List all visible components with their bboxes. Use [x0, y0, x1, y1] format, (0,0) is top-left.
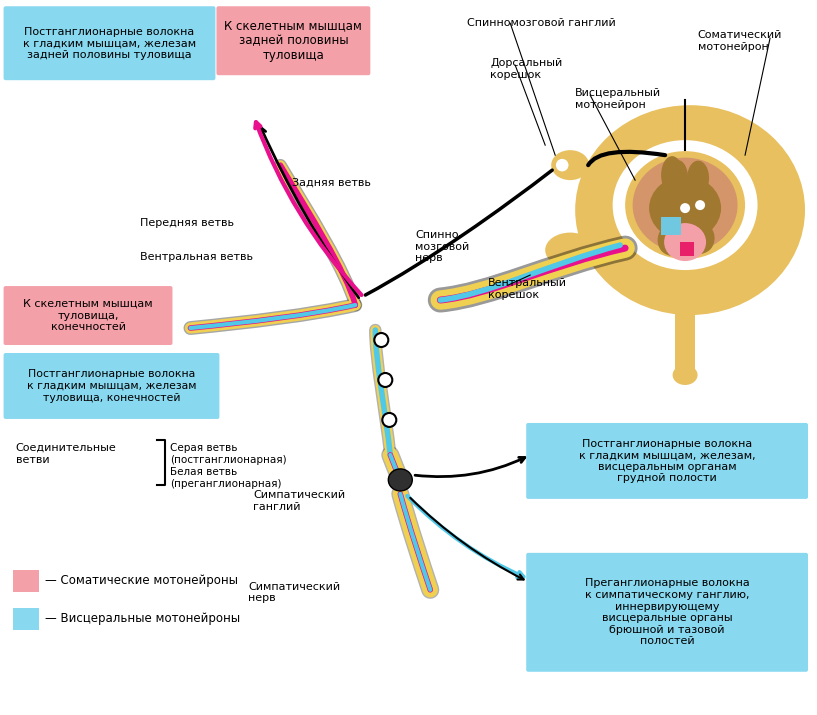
Text: Преганглионарные волокна
к симпатическому ганглию,
иннервирующему
висцеральные о: Преганглионарные волокна к симпатическом…: [585, 578, 749, 646]
Text: Постганглионарные волокна
к гладким мышцам, железам
туловища, конечностей: Постганглионарные волокна к гладким мышц…: [27, 370, 196, 403]
Ellipse shape: [545, 232, 595, 267]
Circle shape: [556, 158, 569, 172]
Ellipse shape: [625, 151, 745, 259]
Text: — Висцеральные мотонейроны: — Висцеральные мотонейроны: [45, 612, 239, 626]
FancyBboxPatch shape: [3, 353, 220, 419]
Circle shape: [374, 333, 388, 347]
Ellipse shape: [388, 469, 413, 491]
Ellipse shape: [689, 226, 711, 254]
FancyBboxPatch shape: [217, 6, 370, 75]
Text: К скелетным мышцам
задней половины
туловища: К скелетным мышцам задней половины тулов…: [225, 19, 362, 62]
Ellipse shape: [658, 225, 682, 255]
Text: Дорсальный
корешок: Дорсальный корешок: [490, 58, 562, 80]
Text: Вентральный
корешок: Вентральный корешок: [489, 278, 567, 300]
Text: Соединительные
ветви: Соединительные ветви: [16, 443, 116, 465]
Text: Симпатический
нерв: Симпатический нерв: [248, 582, 341, 603]
Text: Постганглионарные волокна
к гладким мышцам, железам
задней половины туловища: Постганглионарные волокна к гладким мышц…: [23, 26, 196, 60]
Circle shape: [382, 413, 396, 427]
Ellipse shape: [650, 176, 721, 240]
FancyBboxPatch shape: [661, 217, 681, 235]
FancyBboxPatch shape: [680, 242, 694, 256]
Circle shape: [680, 203, 690, 213]
Text: К скелетным мышцам
туловища,
конечностей: К скелетным мышцам туловища, конечностей: [23, 299, 153, 332]
Text: Спинномозговой ганглий: Спинномозговой ганглий: [467, 19, 616, 29]
Text: Серая ветвь
(постганглионарная): Серая ветвь (постганглионарная): [171, 443, 287, 465]
Ellipse shape: [650, 177, 720, 239]
FancyBboxPatch shape: [12, 608, 38, 630]
Polygon shape: [675, 310, 695, 375]
Ellipse shape: [687, 161, 709, 196]
Text: Передняя ветвь: Передняя ветвь: [141, 218, 234, 228]
Circle shape: [378, 373, 392, 387]
Ellipse shape: [661, 228, 683, 256]
Text: Задняя ветвь: Задняя ветвь: [292, 178, 371, 188]
Ellipse shape: [690, 223, 715, 253]
FancyBboxPatch shape: [3, 6, 216, 80]
Ellipse shape: [632, 157, 738, 252]
Text: Постганглионарные волокна
к гладким мышцам, железам,
висцеральным органам
грудно: Постганглионарные волокна к гладким мышц…: [578, 438, 756, 483]
Text: Вентральная ветвь: Вентральная ветвь: [141, 252, 253, 262]
Text: Спинно-
мозговой
нерв: Спинно- мозговой нерв: [415, 230, 470, 263]
FancyBboxPatch shape: [526, 553, 808, 672]
Text: Симпатический
ганглий: Симпатический ганглий: [253, 490, 346, 511]
Ellipse shape: [575, 105, 805, 315]
Circle shape: [695, 200, 705, 210]
FancyBboxPatch shape: [3, 286, 172, 345]
FancyBboxPatch shape: [526, 423, 808, 499]
Ellipse shape: [551, 150, 589, 180]
Ellipse shape: [661, 156, 683, 194]
Ellipse shape: [664, 223, 706, 261]
Ellipse shape: [668, 160, 688, 196]
Text: Белая ветвь
(преганглионарная): Белая ветвь (преганглионарная): [171, 467, 282, 488]
Text: Висцеральный
мотонейрон: Висцеральный мотонейрон: [575, 88, 661, 110]
Text: — Соматические мотонейроны: — Соматические мотонейроны: [45, 574, 238, 587]
Ellipse shape: [672, 365, 698, 385]
FancyBboxPatch shape: [12, 570, 38, 592]
Text: Соматический
мотонейрон: Соматический мотонейрон: [698, 30, 782, 51]
Ellipse shape: [613, 140, 757, 270]
